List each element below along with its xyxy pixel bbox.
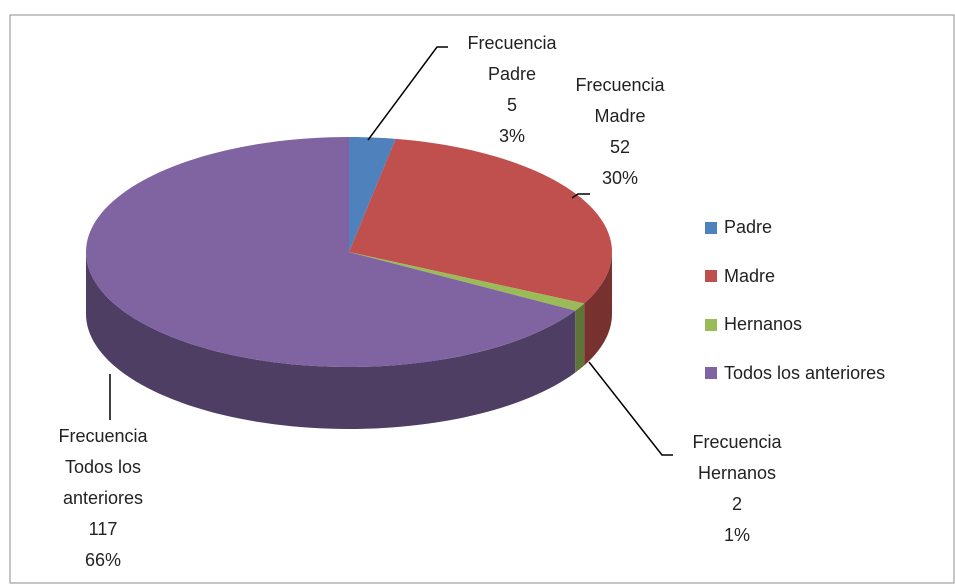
label-percent: 1% [723,525,750,545]
pie-slice [349,252,585,311]
data-label: Frecuencia Hernanos 2 1% [662,427,812,551]
label-value: 2 [731,494,742,514]
legend-label: Todos los anteriores [724,362,886,383]
label-percent: 3% [498,126,525,146]
label-series: Frecuencia [58,426,148,446]
pie-slice-side [86,252,576,429]
label-series: Frecuencia [575,75,665,95]
leader-line [588,361,673,456]
pie-slice [86,137,576,367]
legend-item: Padre [705,217,772,238]
pie-slice [349,137,396,252]
legend-item: Todos los anteriores [705,363,885,384]
pie-slice-side [575,303,585,373]
legend-item: Hernanos [705,314,802,335]
legend-item: Madre [705,266,775,287]
label-category: Todos los anteriores [62,457,144,508]
legend-swatch [705,221,717,234]
label-series: Frecuencia [692,432,782,452]
label-category: Madre [594,106,646,126]
legend-swatch [705,318,717,331]
legend-label: Hernanos [724,314,803,334]
data-label: Frecuencia Todos los anteriores 117 66% [38,421,168,576]
legend-swatch [705,367,717,379]
chart-border [9,14,955,584]
legend-swatch [705,270,717,282]
pie-slice [349,138,612,304]
label-value: 52 [609,137,631,157]
leader-line [571,193,590,199]
legend-label: Madre [724,265,776,286]
label-percent: 66% [84,550,122,570]
label-value: 5 [506,95,517,115]
label-percent: 30% [601,168,639,188]
label-category: Hernanos [697,463,777,483]
data-label: Frecuencia Padre 5 3% [437,28,587,152]
label-value: 117 [88,519,118,539]
label-series: Frecuencia [467,33,557,53]
pie [86,137,612,429]
pie-slice-side [584,252,612,366]
leader-line [367,46,448,141]
label-category: Padre [487,64,537,84]
data-label: Frecuencia Madre 52 30% [545,70,695,194]
legend-label: Padre [724,217,773,237]
